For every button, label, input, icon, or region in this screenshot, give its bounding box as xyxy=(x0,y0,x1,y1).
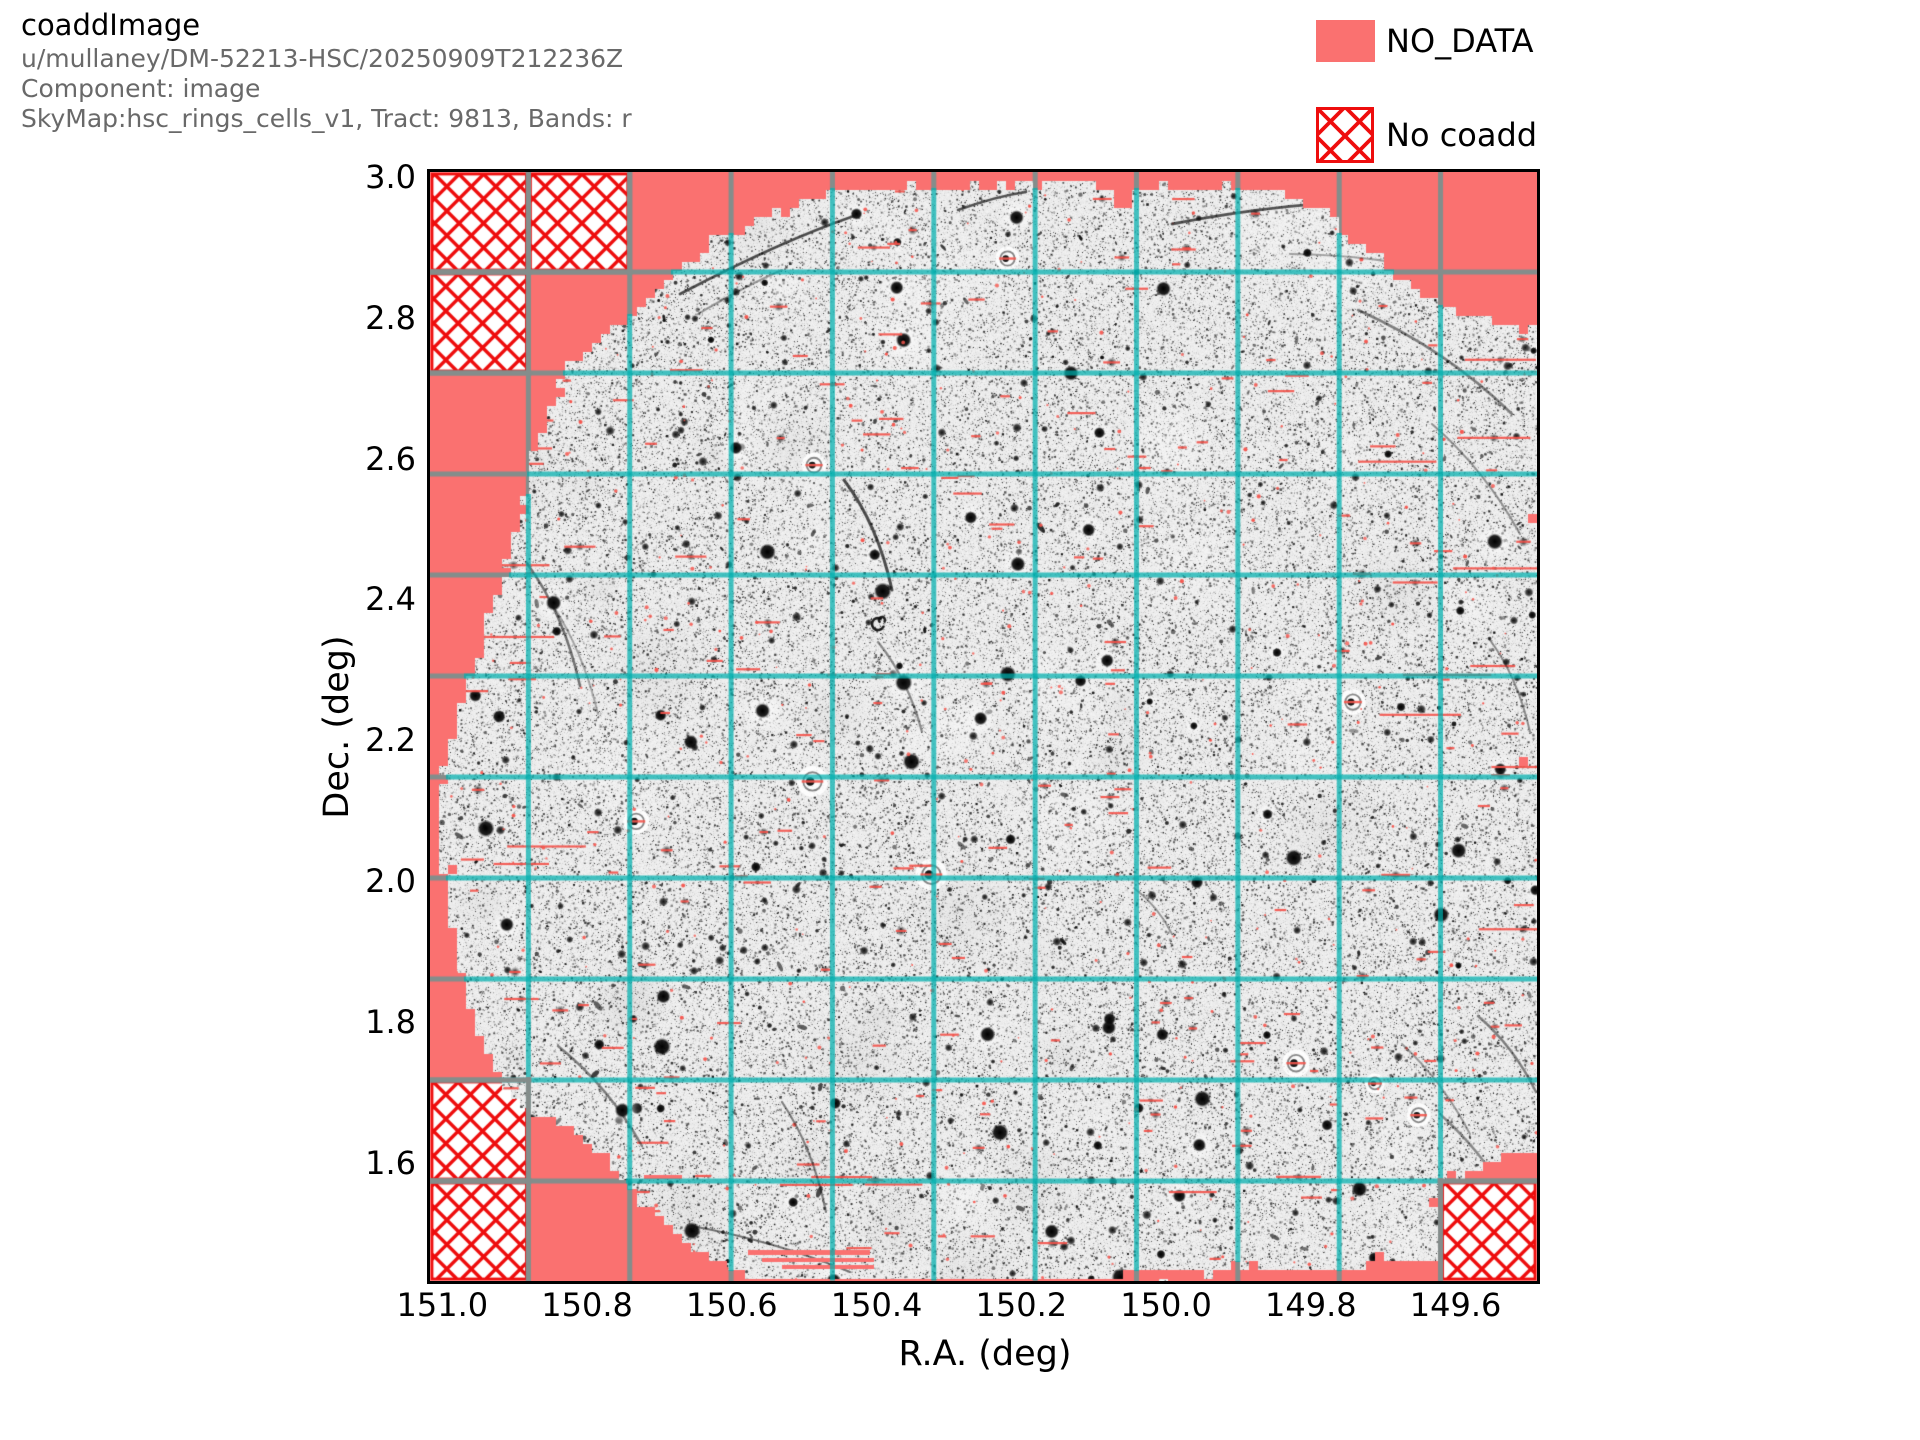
legend-no-data-label: NO_DATA xyxy=(1386,22,1534,60)
figure-subtitle-component: Component: image xyxy=(21,74,261,103)
y-tick-label-1.8: 1.8 xyxy=(365,1003,416,1042)
legend-no-data-swatch xyxy=(1316,20,1375,62)
x-tick-label-149.8: 149.8 xyxy=(1264,1286,1357,1324)
figure-subtitle-collection: u/mullaney/DM-52213-HSC/20250909T212236Z xyxy=(21,44,624,73)
x-tick-label-151.0: 151.0 xyxy=(396,1286,489,1324)
x-tick-label-150.6: 150.6 xyxy=(685,1286,778,1324)
y-axis-label: Dec. (deg) xyxy=(317,635,357,819)
plot-frame xyxy=(427,169,1540,1284)
figure-subtitle-skymap: SkyMap:hsc_rings_cells_v1, Tract: 9813, … xyxy=(21,104,632,133)
coadd-image-plot xyxy=(430,172,1537,1281)
y-tick-label-2.4: 2.4 xyxy=(365,580,416,619)
x-tick-label-149.6: 149.6 xyxy=(1409,1286,1502,1324)
figure-title: coaddImage xyxy=(21,8,201,42)
y-tick-label-2.6: 2.6 xyxy=(365,439,416,478)
y-tick-label-1.6: 1.6 xyxy=(365,1144,416,1183)
x-tick-label-150.2: 150.2 xyxy=(975,1286,1068,1324)
x-tick-label-150.8: 150.8 xyxy=(541,1286,633,1324)
x-tick-label-150.4: 150.4 xyxy=(830,1286,923,1324)
y-tick-label-2.8: 2.8 xyxy=(365,298,416,337)
legend-no-coadd-label: No coadd xyxy=(1386,116,1538,154)
x-tick-label-150.0: 150.0 xyxy=(1120,1286,1212,1324)
x-axis-label: R.A. (deg) xyxy=(898,1334,1072,1374)
y-tick-label-2.2: 2.2 xyxy=(365,721,416,760)
y-tick-label-2.0: 2.0 xyxy=(365,862,416,901)
y-tick-label-3.0: 3.0 xyxy=(365,157,416,196)
legend-no-coadd-swatch xyxy=(1316,107,1374,163)
